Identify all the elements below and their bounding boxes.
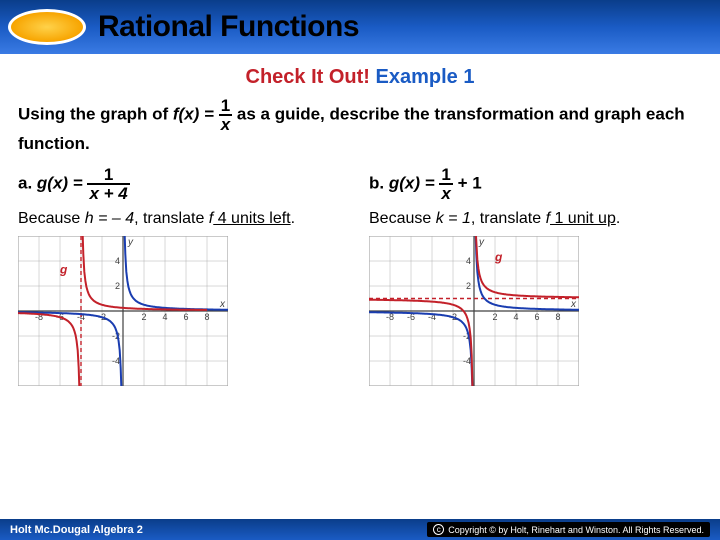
svg-text:2: 2 <box>466 281 471 291</box>
svg-text:-4: -4 <box>112 356 120 366</box>
svg-text:8: 8 <box>204 312 209 322</box>
explanation-a: Because h = – 4, translate f 4 units lef… <box>18 208 351 230</box>
frac-b: 1x <box>439 166 452 202</box>
prompt-text: Using the graph of f(x) = 1x as a guide,… <box>18 97 702 156</box>
svg-text:6: 6 <box>534 312 539 322</box>
svg-text:4: 4 <box>513 312 518 322</box>
example-number: Example 1 <box>376 66 475 88</box>
svg-text:2: 2 <box>141 312 146 322</box>
subheading: Check It Out! Example 1 <box>18 66 702 89</box>
header-ornament <box>8 9 86 45</box>
slide-title: Rational Functions <box>98 10 359 44</box>
svg-text:g: g <box>494 250 503 264</box>
svg-text:x: x <box>219 299 226 310</box>
copyright-icon: c <box>433 524 444 535</box>
frac-a: 1x + 4 <box>87 166 129 202</box>
svg-text:-4: -4 <box>463 356 471 366</box>
expr-b: b. g(x) = 1x + 1 <box>369 166 702 202</box>
svg-text:8: 8 <box>555 312 560 322</box>
footer-textbook: Holt Mc.Dougal Algebra 2 <box>10 524 143 536</box>
graph-a: -8-6-4-22468-4-224xyg <box>18 236 228 386</box>
prompt-fraction: 1x <box>219 97 232 133</box>
content-area: Check It Out! Example 1 Using the graph … <box>0 56 720 386</box>
explanation-b: Because k = 1, translate f 1 unit up. <box>369 208 702 230</box>
graph-b: -8-6-4-22468-4-224xyg <box>369 236 579 386</box>
svg-text:4: 4 <box>162 312 167 322</box>
columns: a. g(x) = 1x + 4 Because h = – 4, transl… <box>18 166 702 386</box>
footer-copyright: c Copyright © by Holt, Rinehart and Wins… <box>427 522 710 537</box>
expr-a: a. g(x) = 1x + 4 <box>18 166 351 202</box>
svg-text:2: 2 <box>115 281 120 291</box>
svg-text:y: y <box>127 237 134 248</box>
footer: Holt Mc.Dougal Algebra 2 c Copyright © b… <box>0 518 720 540</box>
slide-header: Rational Functions <box>0 0 720 56</box>
column-a: a. g(x) = 1x + 4 Because h = – 4, transl… <box>18 166 351 386</box>
svg-text:g: g <box>59 262 68 276</box>
column-b: b. g(x) = 1x + 1 Because k = 1, translat… <box>369 166 702 386</box>
svg-text:y: y <box>478 237 485 248</box>
svg-text:x: x <box>570 299 577 310</box>
svg-text:4: 4 <box>115 256 120 266</box>
svg-text:6: 6 <box>183 312 188 322</box>
svg-text:2: 2 <box>492 312 497 322</box>
check-it-out: Check It Out! <box>246 66 370 88</box>
svg-text:4: 4 <box>466 256 471 266</box>
